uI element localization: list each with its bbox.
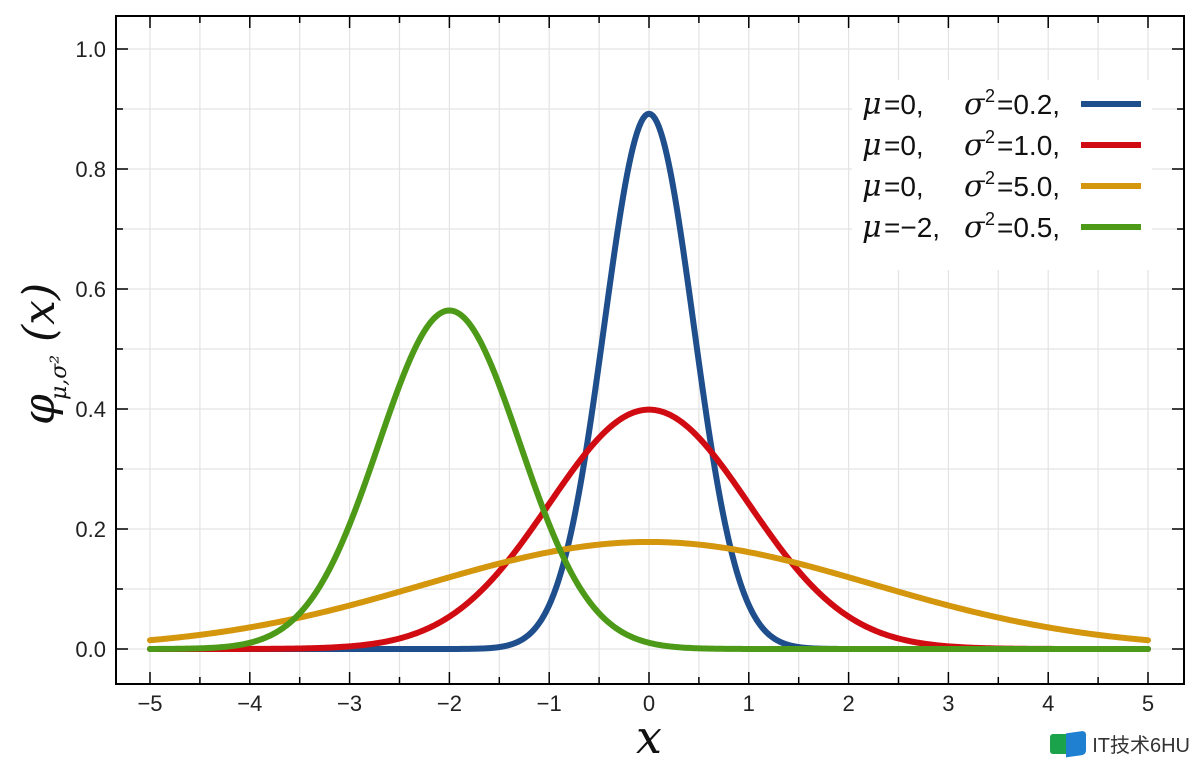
- legend-mu-value: =0,: [884, 89, 924, 120]
- y-tick-label: 0.2: [75, 517, 106, 542]
- legend-mu-symbol: μ: [862, 128, 882, 163]
- y-tick-label: 0.6: [75, 277, 106, 302]
- y-tick-label: 1.0: [75, 37, 106, 62]
- series-line-3: [147, 538, 1151, 644]
- x-tick-label: −4: [237, 691, 262, 716]
- legend-sigma-symbol: σ: [964, 169, 986, 204]
- x-tick-label: 5: [1142, 691, 1154, 716]
- legend-sigma-symbol: σ: [964, 128, 986, 163]
- x-axis-label: x: [636, 710, 662, 764]
- x-tick-label: −5: [137, 691, 162, 716]
- legend-sigma-symbol: σ: [964, 87, 986, 122]
- legend-mu-value: =−2,: [884, 212, 940, 243]
- axis-labels: x φμ,σ² (x): [14, 283, 662, 764]
- legend-sigma-sup: 2: [985, 168, 995, 188]
- ticks: −5 −4 −3 −2 −1 0 1 2 3 4 5 0.0 0.2 0.4 0.6 0.8 1.0: [75, 16, 1184, 716]
- x-tick-label: 0: [643, 691, 655, 716]
- watermark-text: IT技术6HU: [1092, 735, 1190, 757]
- x-tick-label: −3: [337, 691, 362, 716]
- x-tick-label: 3: [942, 691, 954, 716]
- x-tick-label: 4: [1042, 691, 1054, 716]
- y-tick-label: 0.4: [75, 397, 106, 422]
- series-lines: [147, 110, 1151, 652]
- y-tick-label: 0.0: [75, 637, 106, 662]
- legend-sigma-value: =5.0,: [997, 171, 1060, 202]
- y-axis-label-sub: μ,σ²: [47, 355, 72, 400]
- legend-sigma-symbol: σ: [964, 210, 986, 245]
- legend-sigma-sup: 2: [985, 127, 995, 147]
- legend-mu-symbol: μ: [862, 210, 882, 245]
- x-tick-label: 2: [842, 691, 854, 716]
- legend-sigma-value: =0.2,: [997, 89, 1060, 120]
- x-tick-label: −2: [437, 691, 462, 716]
- legend-sigma-value: =1.0,: [997, 130, 1060, 161]
- plot-frame: [115, 15, 1185, 685]
- legend-mu-symbol: μ: [862, 169, 882, 204]
- series-line-4: [147, 307, 1151, 652]
- x-tick-label: 1: [743, 691, 755, 716]
- y-axis-label-main: φ: [14, 394, 65, 425]
- y-tick-label: 0.8: [75, 157, 106, 182]
- x-tick-label: −1: [537, 691, 562, 716]
- legend-sigma-sup: 2: [985, 209, 995, 229]
- y-axis-label-tail: (x): [14, 283, 65, 342]
- legend-sigma-sup: 2: [985, 86, 995, 106]
- legend: μ =0, σ 2 =0.2,μ =0, σ 2 =1.0,μ =0, σ 2 =5.0,μ =−2, σ 2…: [852, 80, 1152, 270]
- watermark: IT技术6HU: [1050, 729, 1190, 758]
- legend-background: [852, 80, 1152, 270]
- legend-sigma-value: =0.5,: [997, 212, 1060, 243]
- y-axis-label: φμ,σ² (x): [14, 283, 72, 425]
- watermark-logo-icon: [1050, 730, 1087, 757]
- legend-mu-symbol: μ: [862, 87, 882, 122]
- legend-mu-value: =0,: [884, 130, 924, 161]
- legend-mu-value: =0,: [884, 171, 924, 202]
